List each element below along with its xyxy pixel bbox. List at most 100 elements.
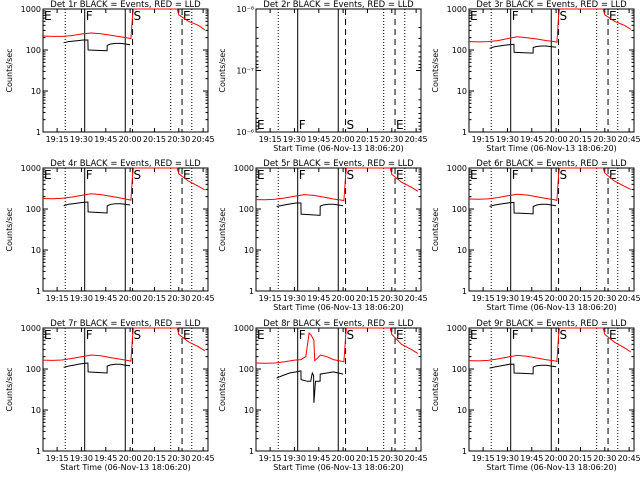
x-tick-label: 20:30	[167, 135, 190, 144]
x-tick-label: 19:15	[472, 454, 495, 463]
y-tick-label: 1	[462, 128, 467, 137]
x-tick-label: 20:00	[119, 294, 142, 303]
event-marker-label: F	[299, 118, 306, 132]
x-tick-label: 20:30	[593, 135, 616, 144]
y-tick-label: 1000	[234, 164, 254, 173]
event-marker-label: F	[512, 168, 519, 182]
y-tick-label: 100	[452, 205, 467, 214]
y-tick-label: 10⁻⁸	[236, 5, 254, 14]
x-tick-label: 20:30	[380, 454, 403, 463]
lld-series-line	[42, 167, 206, 201]
y-tick-label: 10	[31, 87, 41, 96]
y-tick-label: 10⁻⁶	[236, 128, 254, 137]
events-series-line	[489, 43, 557, 54]
event-marker-label: E	[44, 328, 52, 342]
panel-title: Det 1r BLACK = Events, RED = LLD	[50, 0, 201, 10]
x-tick-label: 20:00	[545, 294, 568, 303]
x-tick-label: 19:45	[307, 454, 330, 463]
event-marker-label: E	[183, 168, 191, 182]
x-axis-label: Start Time (06-Nov-13 18:06:20)	[486, 144, 616, 153]
x-tick-label: 19:45	[307, 294, 330, 303]
x-tick-label: 19:30	[70, 135, 93, 144]
events-series-line	[63, 362, 131, 374]
events-series-line	[276, 202, 344, 216]
x-tick-label: 20:15	[569, 135, 592, 144]
x-tick-label: 20:15	[143, 454, 166, 463]
x-tick-label: 20:30	[380, 294, 403, 303]
x-tick-label: 20:15	[143, 294, 166, 303]
y-axis-label: Counts/sec	[5, 367, 14, 411]
event-marker-label: E	[470, 328, 478, 342]
y-axis-label: Counts/sec	[431, 367, 440, 411]
y-tick-label: 10	[457, 87, 467, 96]
y-tick-label: 10	[457, 406, 467, 415]
y-tick-label: 100	[26, 46, 41, 55]
events-series-line	[489, 363, 557, 375]
event-marker-label: E	[470, 168, 478, 182]
y-tick-label: 1	[462, 447, 467, 456]
event-marker-label: F	[299, 168, 306, 182]
x-tick-label: 19:30	[70, 294, 93, 303]
x-tick-label: 20:30	[593, 454, 616, 463]
x-tick-label: 20:15	[356, 294, 379, 303]
y-axis-label: Counts/sec	[5, 207, 14, 251]
x-tick-label: 19:30	[283, 135, 306, 144]
y-axis-label: Counts/sec	[218, 367, 227, 411]
panel-title: Det 3r BLACK = Events, RED = LLD	[476, 0, 627, 10]
y-tick-label: 1000	[21, 164, 41, 173]
event-marker-label: S	[560, 9, 568, 23]
event-marker-label: S	[347, 118, 355, 132]
event-marker-label: E	[183, 9, 191, 23]
y-tick-label: 10	[31, 246, 41, 255]
events-series-line	[276, 370, 344, 403]
y-tick-label: 100	[452, 365, 467, 374]
event-marker-label: F	[86, 168, 93, 182]
lld-series-line	[42, 8, 206, 40]
x-tick-label: 20:00	[545, 135, 568, 144]
lld-series-line	[468, 8, 632, 43]
x-tick-label: 19:15	[259, 135, 282, 144]
y-tick-label: 10	[457, 246, 467, 255]
x-tick-label: 19:45	[520, 135, 543, 144]
x-tick-label: 20:45	[618, 454, 640, 463]
x-tick-label: 20:45	[192, 135, 215, 144]
events-series-line	[63, 201, 131, 214]
x-tick-label: 20:45	[618, 135, 640, 144]
y-tick-label: 1	[249, 287, 254, 296]
event-marker-label: F	[512, 328, 519, 342]
x-axis-label: Start Time (06-Nov-13 18:06:20)	[60, 463, 190, 472]
lld-series-line	[468, 327, 632, 363]
event-marker-label: E	[257, 328, 265, 342]
event-marker-label: F	[86, 9, 93, 23]
panel-title: Det 8r BLACK = Events, RED = LLD	[263, 319, 414, 329]
x-tick-label: 20:00	[332, 454, 355, 463]
event-marker-label: E	[257, 168, 265, 182]
x-tick-label: 20:30	[593, 294, 616, 303]
events-series-line	[489, 201, 557, 215]
y-tick-label: 100	[239, 365, 254, 374]
event-marker-label: E	[609, 328, 617, 342]
y-tick-label: 100	[239, 205, 254, 214]
x-tick-label: 20:15	[143, 135, 166, 144]
y-axis-label: Counts/sec	[218, 48, 227, 92]
x-tick-label: 19:30	[70, 454, 93, 463]
x-tick-label: 19:45	[520, 454, 543, 463]
x-tick-label: 20:30	[380, 135, 403, 144]
x-axis-label: Start Time (06-Nov-13 18:06:20)	[273, 303, 403, 312]
x-tick-label: 19:30	[496, 454, 519, 463]
y-tick-label: 1000	[447, 324, 467, 333]
x-tick-label: 19:15	[46, 454, 69, 463]
lld-series-line	[255, 167, 419, 202]
event-marker-label: S	[347, 328, 355, 342]
x-tick-label: 20:45	[192, 454, 215, 463]
x-tick-label: 19:45	[307, 135, 330, 144]
x-tick-label: 20:15	[569, 294, 592, 303]
y-tick-label: 1	[36, 287, 41, 296]
lld-series-line	[468, 167, 632, 202]
x-tick-label: 19:15	[472, 294, 495, 303]
x-tick-label: 20:45	[618, 294, 640, 303]
y-axis-label: Counts/sec	[218, 207, 227, 251]
y-tick-label: 100	[26, 365, 41, 374]
panel-title: Det 5r BLACK = Events, RED = LLD	[263, 159, 414, 169]
events-series-line	[63, 39, 131, 52]
